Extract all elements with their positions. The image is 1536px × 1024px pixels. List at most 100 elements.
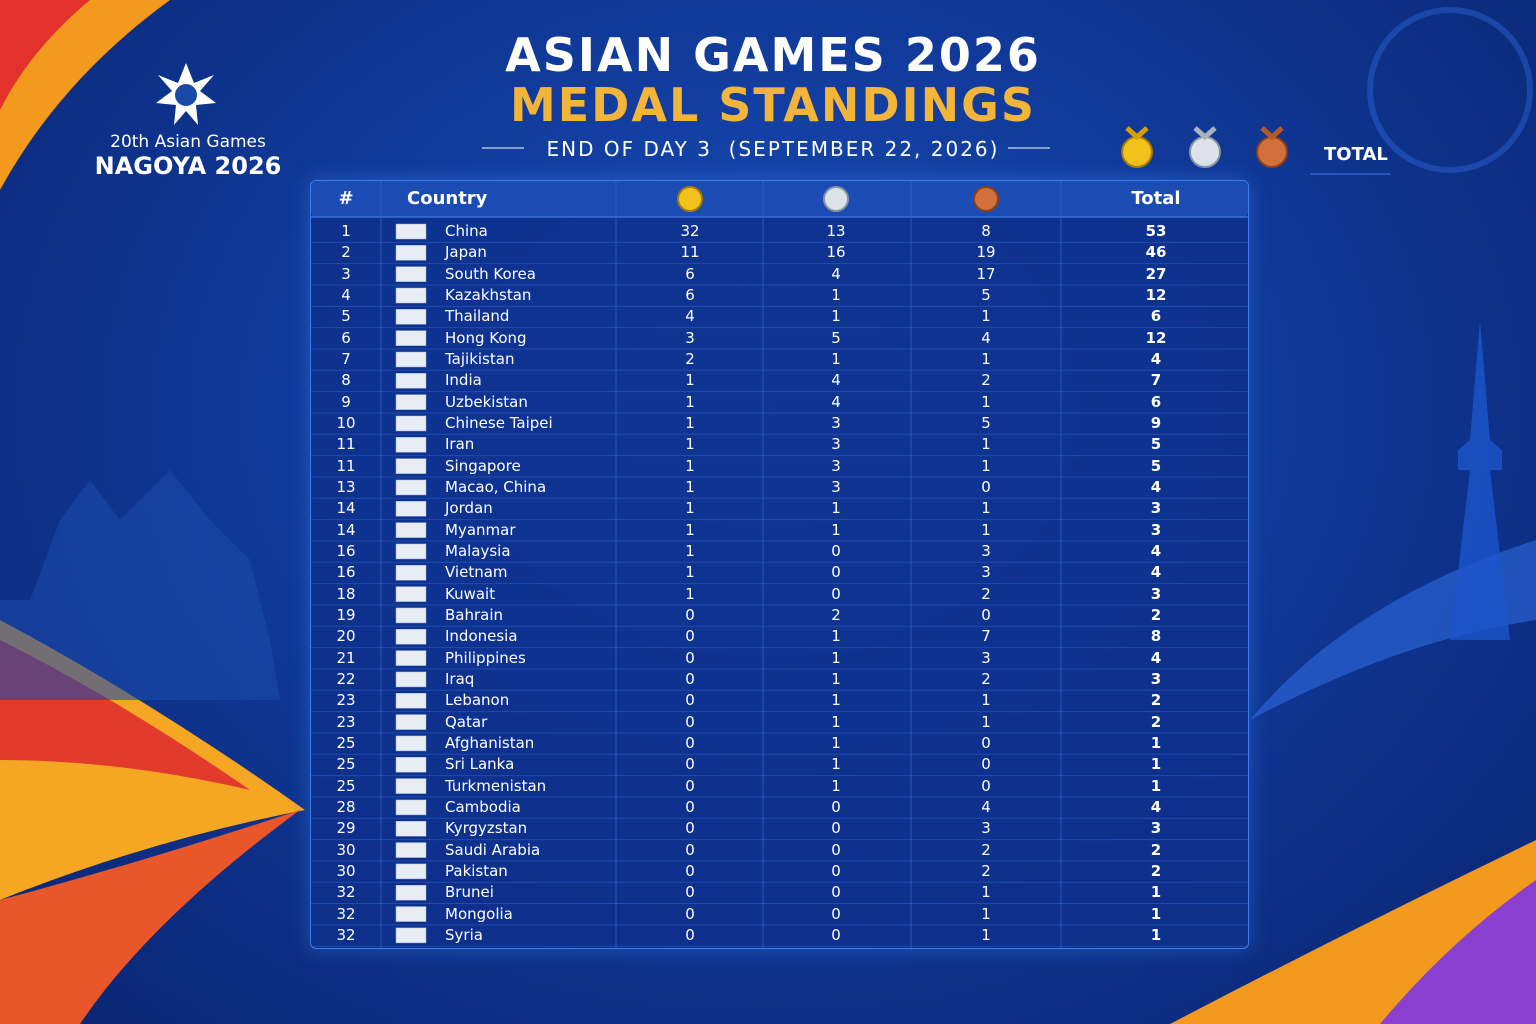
cell-value: 20 <box>336 627 356 646</box>
cell-value: 1 <box>831 691 841 710</box>
cell-value: 3 <box>831 435 841 454</box>
flag <box>395 693 427 709</box>
cell-value: 22 <box>336 669 356 688</box>
country-name: Qatar <box>445 712 488 731</box>
cell-value: 0 <box>685 904 695 923</box>
flag <box>395 629 427 645</box>
cell-value: 3 <box>981 563 991 582</box>
cell-value: 4 <box>685 307 695 326</box>
country-name: Cambodia <box>445 797 521 816</box>
cell-value: 46 <box>1145 243 1167 262</box>
flag <box>395 479 427 496</box>
cell-value: 0 <box>981 605 991 624</box>
cell-value: 3 <box>685 328 695 347</box>
country-name: Kuwait <box>445 584 496 603</box>
cell-value: 1 <box>981 883 991 902</box>
cell-value: 0 <box>685 840 695 859</box>
cell-value: 1 <box>981 925 991 944</box>
cell-value: 1 <box>831 499 841 518</box>
cell-value: 10 <box>336 413 356 432</box>
country-name: Macao, China <box>445 477 547 496</box>
flag <box>395 671 427 688</box>
country-name: Malaysia <box>445 541 511 560</box>
country-name: Kyrgyzstan <box>445 819 528 838</box>
country-name: South Korea <box>445 264 536 283</box>
flag <box>395 415 427 432</box>
cell-value: 7 <box>1150 371 1162 390</box>
cell-value: 7 <box>341 349 351 368</box>
subtitle: MEDAL STANDINGS <box>509 78 1037 132</box>
flag <box>395 799 427 816</box>
cell-value: 2 <box>1150 712 1162 731</box>
cell-value: 32 <box>336 883 356 902</box>
cell-value: 13 <box>826 222 846 240</box>
cell-value: 30 <box>336 840 356 859</box>
cell-value: 1 <box>831 307 841 326</box>
cell-value: 1 <box>831 669 841 688</box>
cell-value: 4 <box>1150 648 1162 667</box>
cell-value: 2 <box>981 861 991 880</box>
cell-value: 1 <box>685 584 695 603</box>
date: END OF DAY 3 (SEPTEMBER 22, 2026) <box>546 137 1000 161</box>
cell-value: 23 <box>336 691 356 710</box>
cell-value: 5 <box>1150 456 1162 475</box>
cell-value: 4 <box>1150 563 1162 582</box>
cell-value: 0 <box>831 541 841 560</box>
cell-value: 3 <box>831 456 841 475</box>
flag <box>395 501 427 517</box>
cell-value: 3 <box>1150 669 1162 688</box>
cell-value: 27 <box>1145 264 1167 283</box>
cell-value: 2 <box>831 605 841 624</box>
cell-value: 7 <box>981 627 991 646</box>
cell-value: 1 <box>981 435 991 454</box>
cell-value: 0 <box>685 733 695 752</box>
cell-value: 53 <box>1145 222 1167 240</box>
cell-value: 0 <box>831 883 841 902</box>
cell-value: 4 <box>1150 797 1162 816</box>
flag <box>395 906 427 922</box>
cell-value: 1 <box>981 392 991 411</box>
flag <box>395 351 427 368</box>
medal-table: # Country Total 1 China 32 13 8 53 2 Japan 11 16 1… <box>310 180 1249 949</box>
cell-value: 6 <box>685 264 695 283</box>
country-name: Thailand <box>445 307 510 326</box>
cell-value: 4 <box>1150 541 1162 560</box>
cell-value: 4 <box>831 392 841 411</box>
cell-value: 1 <box>831 755 841 774</box>
cell-value: 0 <box>685 861 695 880</box>
cell-value: 6 <box>1150 392 1162 411</box>
cell-value: 1 <box>1150 776 1162 795</box>
cell-value: 5 <box>831 328 841 347</box>
cell-value: 16 <box>336 563 356 582</box>
cell-value: 1 <box>1150 883 1162 902</box>
cell-value: 9 <box>1150 413 1162 432</box>
country-name: Syria <box>445 925 483 944</box>
col-header: Total <box>1131 188 1181 209</box>
logo-line2: NAGOYA 2026 <box>94 152 282 180</box>
cell-value: 1 <box>1150 733 1162 752</box>
cell-value: 1 <box>685 392 695 411</box>
cell-value: 3 <box>831 477 841 496</box>
cell-value: 3 <box>981 819 991 838</box>
cell-value: 3 <box>341 264 351 283</box>
country-name: Iraq <box>445 669 475 688</box>
cell-value: 2 <box>341 243 351 262</box>
cell-value: 0 <box>831 925 841 944</box>
cell-value: 1 <box>685 435 695 454</box>
cell-value: 1 <box>981 691 991 710</box>
cell-value: 4 <box>831 371 841 390</box>
country-name: Vietnam <box>445 563 508 582</box>
cell-value: 2 <box>981 584 991 603</box>
cell-value: 1 <box>831 349 841 368</box>
flag <box>395 778 427 794</box>
cell-value: 4 <box>981 328 991 347</box>
country-name: Chinese Taipei <box>445 413 553 432</box>
flag <box>395 884 427 901</box>
cell-value: 0 <box>685 776 695 795</box>
cell-value: 1 <box>685 477 695 496</box>
cell-value: 0 <box>685 605 695 624</box>
country-name: Lebanon <box>445 691 510 710</box>
country-name: Sri Lanka <box>445 755 515 774</box>
